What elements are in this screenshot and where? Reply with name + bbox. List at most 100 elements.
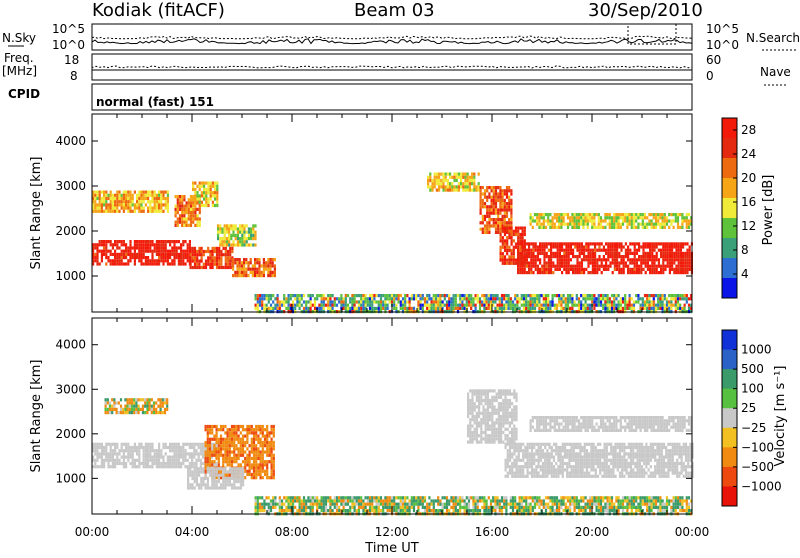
power-cell [594, 245, 596, 248]
power-cell [689, 268, 691, 271]
power-cell [524, 249, 526, 252]
power-cell [216, 247, 218, 250]
power-cell [605, 242, 607, 245]
power-cell [281, 300, 283, 303]
power-cell [310, 307, 312, 310]
velocity-cell [520, 468, 522, 471]
power-cell [112, 243, 114, 246]
velocity-cell [211, 438, 213, 441]
velocity-cell [160, 401, 162, 404]
power-cell [263, 271, 265, 274]
power-cell [570, 265, 572, 268]
velocity-cell [260, 463, 262, 466]
velocity-cell [233, 477, 235, 480]
power-cell [140, 197, 142, 200]
power-cell [94, 207, 96, 210]
power-cell [94, 210, 96, 213]
power-cell [151, 210, 153, 213]
power-cell [194, 201, 196, 204]
power-cell [442, 173, 444, 176]
velocity-cell [255, 467, 257, 470]
velocity-cell [271, 476, 273, 479]
velocity-cell [268, 454, 270, 457]
power-cell [536, 213, 538, 216]
velocity-cell [531, 462, 533, 465]
power-cell [147, 256, 149, 259]
freq-label: Freq. [4, 51, 34, 65]
velocity-cell [216, 441, 218, 444]
power-cell [140, 243, 142, 246]
velocity-cell [209, 457, 211, 460]
velocity-cell [513, 462, 515, 465]
velocity-cell [251, 431, 253, 434]
velocity-cell [467, 409, 469, 412]
velocity-cell [184, 452, 186, 455]
velocity-cell [101, 446, 103, 449]
power-cell [631, 258, 633, 261]
power-cell [667, 249, 669, 252]
power-cell [493, 224, 495, 227]
velocity-cell [134, 446, 136, 449]
velocity-cell [224, 438, 226, 441]
power-cell [565, 249, 567, 252]
power-cell [254, 237, 256, 240]
velocity-cell [118, 452, 120, 455]
power-cell [668, 300, 670, 303]
power-cell [426, 307, 428, 310]
velocity-cell [529, 456, 531, 459]
power-cell [248, 237, 250, 240]
power-cell [158, 243, 160, 246]
power-cell [442, 300, 444, 303]
velocity-cell [469, 437, 471, 440]
power-cell [572, 249, 574, 252]
power-cell [569, 216, 571, 219]
power-cell [455, 304, 457, 307]
velocity-cell [146, 398, 148, 401]
power-cell [116, 210, 118, 213]
power-cell [165, 259, 167, 262]
power-cell [127, 210, 129, 213]
power-cell [574, 268, 576, 271]
power-cell [534, 300, 536, 303]
power-cell [622, 216, 624, 219]
velocity-cell [557, 472, 559, 475]
velocity-cell [238, 477, 240, 480]
power-cell [655, 294, 657, 297]
velocity-cell [271, 441, 273, 444]
power-cell [609, 265, 611, 268]
velocity-cell [173, 443, 175, 446]
velocity-cell [233, 451, 235, 454]
velocity-cell [489, 405, 491, 408]
power-cell [136, 246, 138, 249]
power-cell [257, 307, 259, 310]
power-cell [513, 259, 515, 262]
power-cell [151, 256, 153, 259]
velocity-cell [216, 431, 218, 434]
power-cell [565, 258, 567, 261]
velocity-cell [216, 451, 218, 454]
power-cell [561, 255, 563, 258]
power-cell [478, 185, 480, 188]
power-cell [101, 243, 103, 246]
power-cell [143, 243, 145, 246]
power-cell [576, 271, 578, 274]
power-cell [446, 300, 448, 303]
power-cell [303, 294, 305, 297]
power-cell [257, 294, 259, 297]
power-cell [585, 242, 587, 245]
velocity-cell [251, 463, 253, 466]
power-cell [201, 260, 203, 263]
power-cell [579, 245, 581, 248]
power-cell [569, 307, 571, 310]
power-cell [675, 252, 677, 255]
velocity-cell [196, 470, 198, 473]
power-cell [431, 304, 433, 307]
power-cell [570, 252, 572, 255]
velocity-cell [167, 459, 169, 462]
power-cell [228, 240, 230, 243]
power-cell [648, 213, 650, 216]
power-cell [123, 262, 125, 265]
velocity-cell [555, 472, 557, 475]
power-cell [203, 188, 205, 191]
power-cell [673, 297, 675, 300]
